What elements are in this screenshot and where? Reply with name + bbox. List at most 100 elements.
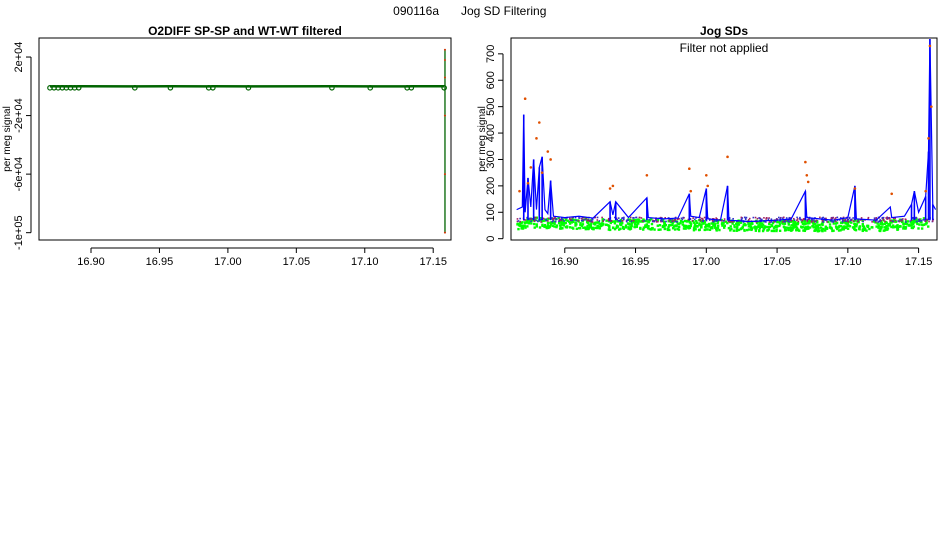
x-tick-label: 17.05	[283, 256, 311, 268]
band-point	[723, 220, 725, 222]
green-point	[921, 227, 923, 229]
band-point	[796, 217, 798, 219]
band-point	[887, 217, 889, 219]
red-point	[807, 181, 810, 184]
green-point	[612, 226, 614, 228]
green-point	[771, 230, 773, 232]
red-point	[805, 174, 808, 177]
band-point	[905, 219, 907, 221]
green-point	[787, 228, 789, 230]
band-point	[853, 221, 855, 223]
band-point	[771, 218, 773, 220]
band-point	[822, 220, 824, 222]
band-point	[683, 217, 685, 219]
green-point	[517, 223, 519, 225]
green-point	[817, 224, 819, 226]
green-point	[875, 225, 877, 227]
band-point	[889, 220, 891, 222]
green-point	[815, 226, 817, 228]
band-point	[918, 219, 920, 221]
band-point	[871, 221, 873, 223]
green-point	[804, 226, 806, 228]
green-point	[867, 226, 869, 228]
red-point	[541, 171, 544, 174]
green-point	[855, 225, 857, 227]
data-point-spike	[444, 49, 446, 51]
band-point	[662, 220, 664, 222]
green-point	[682, 221, 684, 223]
band-point	[862, 221, 864, 223]
green-point	[895, 226, 897, 228]
green-point	[747, 223, 749, 225]
green-point	[899, 225, 901, 227]
band-point	[518, 220, 520, 222]
band-point	[665, 221, 667, 223]
band-point	[874, 217, 876, 219]
red-point	[524, 97, 527, 100]
green-point	[927, 225, 929, 227]
series-blue-line	[517, 38, 936, 222]
band-point	[641, 217, 643, 219]
green-point	[643, 226, 645, 228]
band-point	[519, 221, 521, 223]
band-point	[675, 219, 677, 221]
green-point	[625, 226, 627, 228]
band-point	[652, 221, 654, 223]
green-point	[553, 223, 555, 225]
green-point	[605, 220, 607, 222]
band-point	[731, 221, 733, 223]
band-point	[928, 221, 930, 223]
green-point	[797, 229, 799, 231]
band-point	[660, 220, 662, 222]
green-point	[623, 228, 625, 230]
green-point	[887, 227, 889, 229]
band-point	[799, 217, 801, 219]
green-point	[627, 222, 629, 224]
red-point	[609, 187, 612, 190]
band-point	[618, 220, 620, 222]
band-point	[601, 217, 603, 219]
green-point	[743, 229, 745, 231]
band-point	[749, 218, 751, 220]
green-point	[748, 228, 750, 230]
x-tick-label: 17.10	[834, 256, 862, 268]
green-point	[831, 230, 833, 232]
green-point	[702, 222, 704, 224]
band-point	[800, 219, 802, 221]
plot-area	[516, 38, 935, 232]
band-point	[626, 221, 628, 223]
band-point	[895, 220, 897, 222]
band-point	[672, 220, 674, 222]
green-point	[630, 227, 632, 229]
band-point	[581, 218, 583, 220]
band-point	[831, 221, 833, 223]
green-point	[751, 228, 753, 230]
band-point	[925, 220, 927, 222]
band-point	[932, 220, 934, 222]
band-point	[811, 221, 813, 223]
band-point	[884, 221, 886, 223]
green-point	[768, 226, 770, 228]
green-point	[768, 223, 770, 225]
band-point	[639, 217, 641, 219]
green-point	[808, 222, 810, 224]
red-point	[527, 182, 530, 185]
band-point	[656, 219, 658, 221]
band-point	[608, 219, 610, 221]
green-point	[582, 223, 584, 225]
red-point	[804, 161, 807, 164]
red-point	[706, 185, 709, 188]
green-point	[698, 222, 700, 224]
band-point	[778, 217, 780, 219]
red-point	[530, 166, 533, 169]
green-point	[651, 223, 653, 225]
band-point	[845, 220, 847, 222]
x-tick-label: 16.95	[146, 256, 174, 268]
green-point	[906, 223, 908, 225]
x-tick-label: 16.90	[551, 256, 579, 268]
band-point	[833, 221, 835, 223]
band-point	[909, 220, 911, 222]
green-point	[571, 221, 573, 223]
green-point	[674, 228, 676, 230]
